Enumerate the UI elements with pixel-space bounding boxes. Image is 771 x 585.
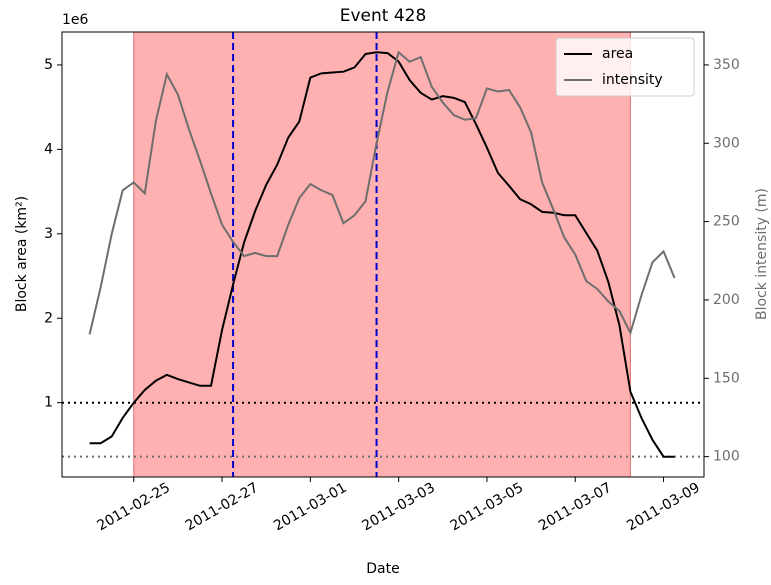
y-tick-label: 3 (44, 226, 53, 242)
x-tick-label: 2011-03-01 (271, 480, 349, 535)
y2-tick-label: 200 (713, 292, 740, 308)
legend-label: area (602, 46, 633, 62)
y2-axis-label: Block intensity (m) (754, 188, 770, 320)
y2-tick-label: 350 (713, 57, 740, 73)
chart-title: Event 428 (340, 6, 427, 26)
legend-label: intensity (602, 72, 663, 88)
y-offset-label: 1e6 (62, 12, 89, 28)
y2-tick-label: 300 (713, 135, 740, 151)
x-tick-label: 2011-03-05 (448, 480, 526, 535)
y2-tick-label: 100 (713, 449, 740, 465)
series-line (89, 51, 675, 458)
legend-box (555, 37, 695, 97)
y-tick-label: 5 (44, 57, 53, 73)
x-tick-label: 2011-03-09 (624, 480, 702, 535)
x-tick-label: 2011-02-27 (183, 480, 261, 535)
y-tick-label: 1 (44, 395, 53, 411)
x-tick-label: 2011-02-25 (95, 480, 173, 535)
y2-tick-label: 150 (713, 370, 740, 386)
series-line (88, 50, 676, 336)
y-axis-label: Block area (km²) (14, 196, 30, 312)
y-tick-label: 2 (44, 310, 53, 326)
x-axis-label: Date (366, 561, 399, 577)
y-tick-label: 4 (44, 141, 53, 157)
highlight-span (133, 31, 631, 478)
plot-frame (61, 31, 705, 478)
x-tick-label: 2011-03-03 (359, 480, 437, 535)
y2-tick-label: 250 (713, 214, 740, 230)
x-tick-label: 2011-03-07 (536, 480, 614, 535)
